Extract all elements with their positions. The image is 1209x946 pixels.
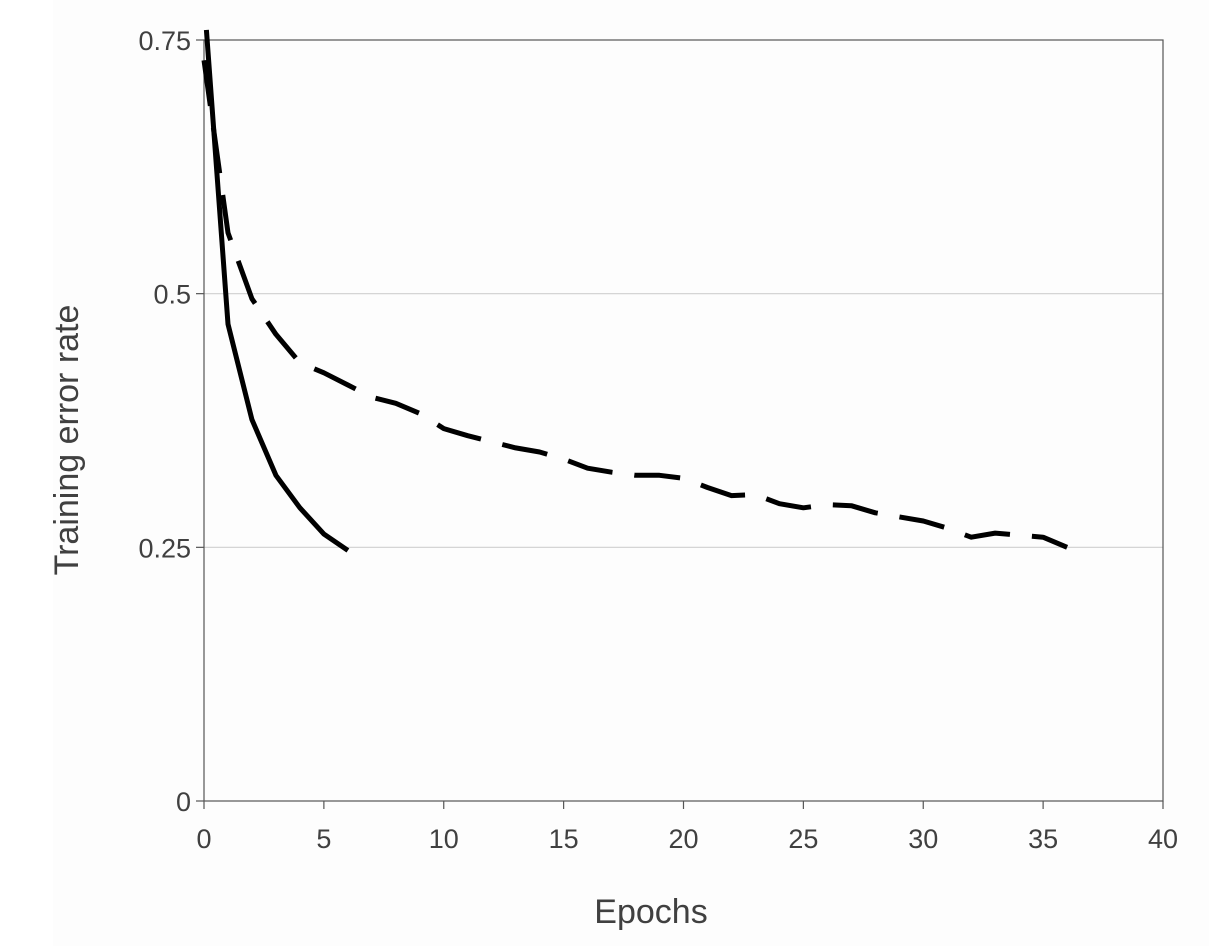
x-tick-label: 10 [429,824,459,854]
y-tick-label: 0.75 [138,26,191,56]
x-tick-label: 20 [668,824,698,854]
y-axis-title: Training error rate [48,305,86,576]
solid-series-line [203,29,350,553]
axes-layer [196,39,1164,809]
x-tick-label: 30 [908,824,938,854]
x-tick-label: 5 [316,824,331,854]
x-tick-label: 0 [196,824,211,854]
x-tick-label: 35 [1028,824,1058,854]
grid-layer [204,293,1163,548]
dashed-series-line [201,59,1069,550]
tick-label-layer: 0 0.25 0.5 0.75 0 5 10 15 20 25 30 35 40 [138,26,1178,854]
y-tick-label: 0.25 [138,533,191,563]
chart-background [53,0,1209,946]
x-tick-label: 25 [788,824,818,854]
x-tick-label: 40 [1148,824,1178,854]
y-tick-label: 0.5 [153,280,191,310]
series-layer [201,29,1069,553]
x-axis-title: Epochs [594,893,707,931]
x-tick-label: 15 [549,824,579,854]
y-tick-label: 0 [176,787,191,817]
